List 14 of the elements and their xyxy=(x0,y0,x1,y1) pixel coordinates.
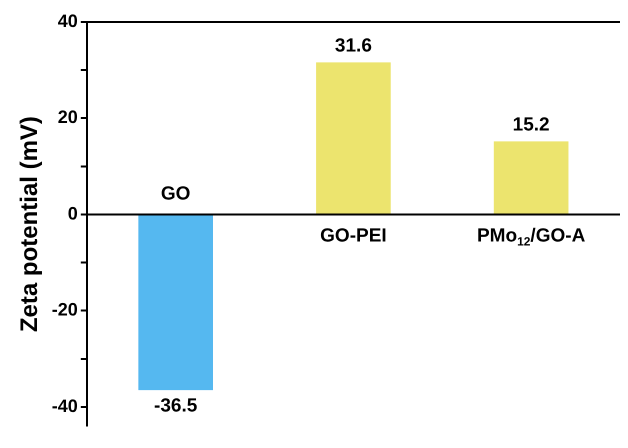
x-tick-label: GO xyxy=(160,184,190,205)
data-label: 31.6 xyxy=(334,36,372,57)
x-tick-label: GO-PEI xyxy=(320,226,387,247)
bar xyxy=(138,214,214,390)
data-label: -36.5 xyxy=(154,395,198,416)
data-label: 15.2 xyxy=(512,114,550,136)
y-axis-title: Zeta potential (mV) xyxy=(16,116,44,332)
y-tick-label: -20 xyxy=(52,300,78,320)
y-tick-label: 0 xyxy=(68,203,78,224)
bar xyxy=(494,141,568,214)
y-tick-label: 20 xyxy=(58,107,78,128)
bar xyxy=(316,62,391,214)
y-tick-label: -40 xyxy=(52,396,78,416)
y-tick-label: 40 xyxy=(58,10,78,31)
